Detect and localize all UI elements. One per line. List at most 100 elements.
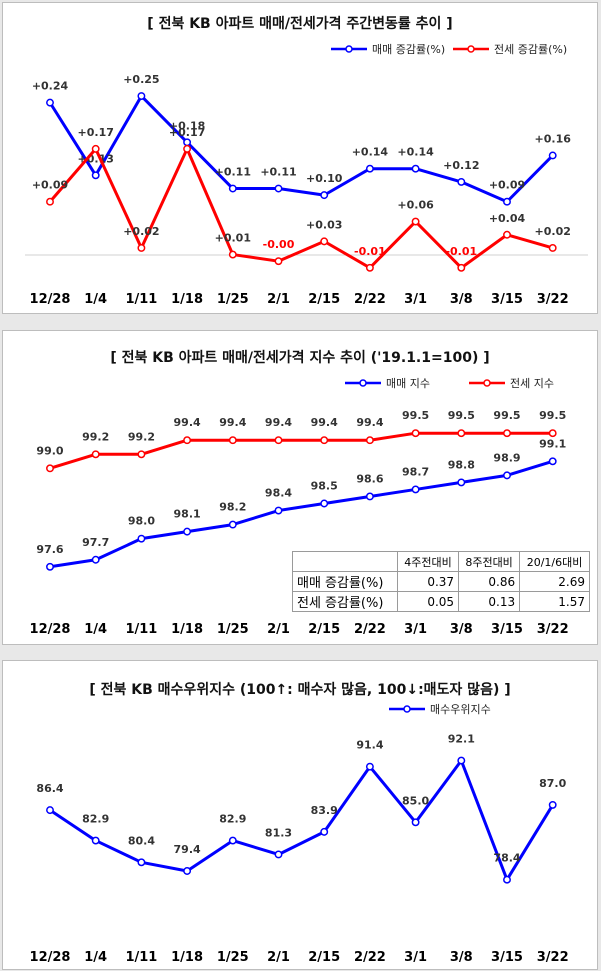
legend-label: 매매 지수: [386, 377, 430, 390]
data-point: [137, 92, 146, 100]
data-point: [183, 867, 192, 875]
x-tick-label: 1/4: [84, 292, 107, 307]
table-row: 전세 증감률(%) 0.05 0.13 1.57: [292, 591, 590, 612]
x-tick-label: 1/11: [125, 950, 157, 965]
data-label: 91.4: [356, 739, 383, 752]
data-point: [274, 506, 283, 515]
data-label: +0.25: [123, 73, 159, 86]
table-header-cell: 4주전대비: [396, 551, 460, 572]
legend-item-index: 매수우위지수: [387, 701, 491, 717]
data-point: [320, 191, 329, 200]
data-label: 99.1: [539, 437, 566, 450]
legend-line-icon: [331, 45, 367, 53]
weekly-change-chart-panel: [ 전북 KB 아파트 매매/전세가격 주간변동률 추이 ] 매매 증감률(%)…: [2, 2, 598, 314]
data-point: [457, 429, 466, 438]
data-point: [228, 250, 237, 259]
data-point: [503, 875, 511, 884]
x-tick-label: 2/1: [267, 622, 290, 637]
data-label: 79.4: [174, 843, 201, 856]
data-point: [365, 436, 374, 445]
table-header-cell: 8주전대비: [458, 551, 521, 572]
legend-line-icon: [345, 379, 381, 387]
data-label: 86.4: [36, 782, 63, 795]
data-point: [365, 263, 374, 272]
data-label: -0.01: [354, 245, 386, 258]
x-tick-label: 3/22: [537, 622, 569, 637]
chart-title: [ 전북 KB 아파트 매매/전세가격 지수 추이 ('19.1.1=100) …: [110, 350, 490, 366]
data-label: +0.02: [535, 225, 571, 238]
data-point: [274, 184, 283, 193]
x-tick-label: 2/22: [354, 622, 386, 637]
data-point: [46, 98, 54, 107]
series-line: [49, 459, 554, 569]
data-label: +0.24: [32, 80, 69, 93]
data-point: [503, 197, 511, 206]
data-label: 99.4: [219, 416, 246, 429]
x-tick-label: 1/18: [171, 622, 203, 637]
data-label: +0.09: [32, 179, 68, 192]
data-point: [183, 527, 192, 536]
table-header-cell: [292, 551, 398, 572]
data-point: [137, 450, 146, 459]
x-tick-label: 2/22: [354, 950, 386, 965]
legend-label: 매수우위지수: [430, 703, 491, 716]
data-point: [548, 244, 557, 252]
data-point: [365, 762, 374, 771]
x-tick-label: 2/1: [267, 292, 290, 307]
data-label: 87.0: [539, 777, 566, 790]
data-label: 78.4: [493, 852, 520, 865]
data-label: 98.8: [448, 458, 475, 471]
line-chart: 12/28 1/4 1/11 1/18 1/25 2/1 2/15 2/22 3/1 3/8 3/1…: [25, 73, 588, 307]
x-tick-label: 3/15: [491, 950, 523, 965]
data-point: [548, 151, 557, 160]
buyer-advantage-index-panel: [ 전북 KB 매수우위지수 (100↑: 매수자 많음, 100↓:매도자 많…: [2, 660, 598, 970]
data-point: [91, 836, 100, 845]
data-label: 99.2: [82, 430, 109, 443]
legend-line-icon: [453, 45, 489, 53]
data-point: [320, 436, 329, 445]
x-tick-label: 1/18: [171, 292, 203, 307]
series-line: [48, 147, 554, 270]
legend-line-icon: [389, 705, 425, 713]
legend-line-icon: [469, 379, 505, 387]
x-tick-label: 3/22: [537, 950, 569, 965]
table-row: 매매 증감률(%) 0.37 0.86 2.69: [292, 571, 590, 592]
data-point: [457, 478, 466, 487]
x-tick-label: 2/15: [308, 292, 340, 307]
data-label: +0.04: [489, 212, 526, 225]
data-label: 98.7: [402, 465, 429, 478]
data-label: +0.14: [397, 146, 434, 159]
table-cell: 0.86: [458, 571, 521, 592]
data-label: +0.17: [169, 126, 205, 139]
data-label: 98.2: [219, 501, 246, 514]
change-rate-table: 4주전대비 8주전대비 20/1/6대비 매매 증감률(%) 0.37 0.86…: [292, 551, 590, 612]
data-label: +0.13: [78, 152, 114, 165]
data-label: 81.3: [265, 826, 292, 839]
legend-item-sale: 매매 지수: [343, 375, 430, 391]
x-tick-label: 1/4: [84, 622, 107, 637]
data-point: [46, 562, 54, 571]
data-label: 97.7: [82, 536, 109, 549]
data-point: [228, 436, 237, 445]
data-label: +0.16: [535, 132, 572, 145]
table-header-row: 4주전대비 8주전대비 20/1/6대비: [292, 551, 590, 572]
table-cell: 0.13: [458, 591, 521, 612]
data-label: 99.2: [128, 430, 155, 443]
chart-title: [ 전북 KB 매수우위지수 (100↑: 매수자 많음, 100↓:매도자 많…: [89, 682, 511, 698]
x-tick-label: 2/1: [267, 950, 290, 965]
table-header-cell: 20/1/6대비: [519, 551, 590, 572]
data-label: 99.5: [493, 409, 520, 422]
data-label: 99.5: [402, 409, 429, 422]
data-label: +0.06: [397, 199, 434, 212]
data-label: 98.6: [356, 472, 383, 485]
data-point: [274, 436, 283, 445]
data-label: 82.9: [82, 813, 109, 826]
data-point: [46, 806, 54, 815]
data-label: +0.02: [123, 225, 159, 238]
legend-label: 전세 증감률(%): [494, 43, 568, 56]
data-label: +0.11: [260, 166, 296, 179]
data-label: +0.11: [215, 166, 251, 179]
data-point: [183, 144, 192, 153]
legend-item-sale: 매매 증감률(%): [329, 41, 445, 57]
data-label: +0.09: [489, 179, 525, 192]
